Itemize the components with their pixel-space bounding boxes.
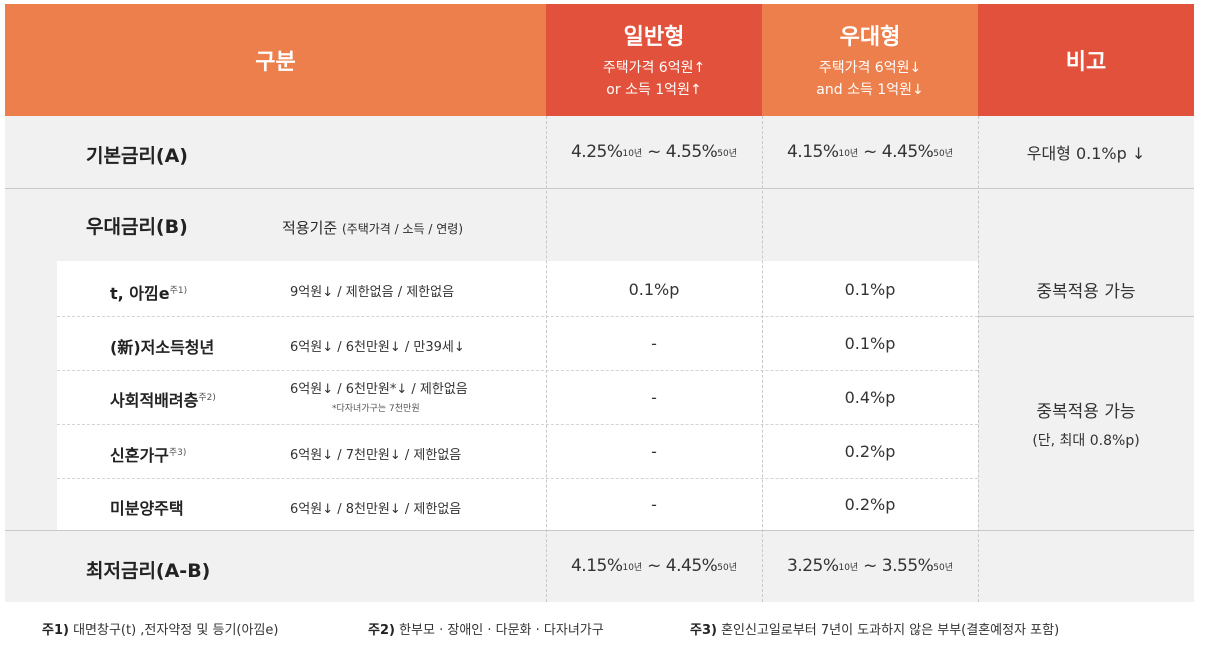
pref-note-2-line1: 중복적용 가능 bbox=[1036, 401, 1136, 422]
rate-sep: ~ bbox=[642, 142, 666, 162]
pref-note-1: 중복적용 가능 bbox=[1036, 281, 1136, 302]
base-rate-general: 4.25% 10년 ~ 4.55% 50년 bbox=[546, 116, 762, 188]
row-divider bbox=[57, 316, 978, 317]
pref-row-criteria: 9억원↓ / 제한없음 / 제한없음 bbox=[290, 285, 455, 300]
rate-from-term: 10년 bbox=[838, 562, 859, 573]
pref-row-label-text: 사회적배려층 bbox=[110, 391, 199, 410]
footnote: 주2) 한부모 · 장애인 · 다문화 · 다자녀가구 bbox=[368, 619, 604, 638]
preferential-type-title: 우대형 bbox=[839, 25, 901, 50]
pref-row-label: 신혼가구주3) bbox=[110, 442, 186, 466]
rate-sep: ~ bbox=[858, 142, 882, 162]
header-note: 비고 bbox=[978, 4, 1194, 116]
rate-to-term: 50년 bbox=[933, 148, 954, 159]
pref-row-criteria: 6억원↓ / 7천만원↓ / 제한없음 bbox=[290, 448, 462, 463]
pref-row-criteria: 6억원↓ / 6천만원*↓ / 제한없음 bbox=[290, 382, 468, 397]
footnote-key: 주3) bbox=[690, 623, 717, 638]
pref-row-label: 미분양주택 bbox=[110, 495, 184, 519]
pref-note-2: 중복적용 가능 (단, 최대 0.8%p) bbox=[978, 316, 1194, 530]
pref-row-general: 0.1%p bbox=[628, 279, 680, 299]
criteria-detail: (주택가격 / 소득 / 연령) bbox=[341, 222, 464, 236]
preferential-type-condition-2: and 소득 1억원↓ bbox=[816, 82, 924, 98]
base-rate-preferential: 4.15% 10년 ~ 4.45% 50년 bbox=[762, 116, 978, 188]
rate-from: 3.25% bbox=[786, 556, 839, 576]
pref-row-general: - bbox=[651, 387, 657, 407]
footnote: 주1) 대면창구(t) ,전자약정 및 등기(아낌e) bbox=[42, 619, 278, 638]
rate-to-term: 50년 bbox=[717, 562, 738, 573]
base-rate-note: 우대형 0.1%p ↓ bbox=[1026, 144, 1146, 163]
pref-row-preferential: 0.4%p bbox=[844, 387, 896, 407]
rate-to: 3.55% bbox=[881, 556, 934, 576]
pref-row-preferential: 0.2%p bbox=[844, 441, 896, 461]
header-preferential-type: 우대형 주택가격 6억원↓ and 소득 1억원↓ bbox=[762, 4, 978, 116]
footnote-key: 주1) bbox=[42, 623, 69, 638]
rate-sep: ~ bbox=[642, 556, 666, 576]
pref-row-label: (新)저소득청년 bbox=[110, 334, 214, 358]
header-gubun: 구분 bbox=[5, 4, 546, 116]
header-gubun-label: 구분 bbox=[255, 50, 296, 75]
pref-row-preferential: 0.2%p bbox=[844, 494, 896, 514]
rate-from-term: 10년 bbox=[622, 148, 643, 159]
pref-row-criteria-sub: *다자녀가구는 7천만원 bbox=[332, 404, 420, 414]
pref-rate-label: 우대금리(B) bbox=[86, 216, 188, 238]
rate-sep: ~ bbox=[858, 556, 882, 576]
pref-row-general: - bbox=[651, 333, 657, 353]
footnote-mark: 주3) bbox=[168, 448, 187, 458]
base-rate-label: 기본금리(A) bbox=[86, 145, 188, 167]
pref-note-2-line2: (단, 최대 0.8%p) bbox=[1032, 432, 1140, 449]
pref-row-criteria: 6억원↓ / 6천만원↓ / 만39세↓ bbox=[290, 340, 465, 355]
min-rate-band bbox=[5, 530, 1194, 602]
row-divider bbox=[57, 424, 978, 425]
header-general-type: 일반형 주택가격 6억원↑ or 소득 1억원↑ bbox=[546, 4, 762, 116]
general-type-condition-2: or 소득 1억원↑ bbox=[606, 82, 702, 98]
pref-row-general: - bbox=[651, 441, 657, 461]
rate-from: 4.15% bbox=[570, 556, 623, 576]
column-divider bbox=[546, 116, 547, 602]
footnote-mark: 주1) bbox=[169, 286, 188, 296]
footnote-key: 주2) bbox=[368, 623, 395, 638]
pref-row-label-text: t, 아낌e bbox=[110, 284, 170, 303]
footnote-text: 한부모 · 장애인 · 다문화 · 다자녀가구 bbox=[394, 623, 604, 638]
pref-row-criteria: 6억원↓ / 8천만원↓ / 제한없음 bbox=[290, 502, 462, 517]
criteria-title-text: 적용기준 bbox=[282, 219, 338, 237]
rate-from: 4.25% bbox=[570, 142, 623, 162]
rate-to: 4.55% bbox=[665, 142, 718, 162]
pref-row-label: t, 아낌e주1) bbox=[110, 280, 187, 304]
criteria-title: 적용기준 (주택가격 / 소득 / 연령) bbox=[282, 217, 463, 238]
footnote-mark: 주2) bbox=[198, 393, 216, 403]
footnote-text: 혼인신고일로부터 7년이 도과하지 않은 부부(결혼예정자 포함) bbox=[716, 623, 1060, 638]
rate-to-term: 50년 bbox=[933, 562, 954, 573]
min-rate-label: 최저금리(A-B) bbox=[86, 560, 211, 582]
pref-rate-rows-area bbox=[57, 261, 978, 530]
min-rate-general: 4.15% 10년 ~ 4.45% 50년 bbox=[546, 530, 762, 602]
general-type-title: 일반형 bbox=[623, 25, 685, 50]
preferential-type-condition-1: 주택가격 6억원↓ bbox=[818, 60, 922, 76]
min-rate-preferential: 3.25% 10년 ~ 3.55% 50년 bbox=[762, 530, 978, 602]
column-divider bbox=[762, 116, 763, 602]
header-note-label: 비고 bbox=[1065, 50, 1107, 75]
rate-to: 4.45% bbox=[665, 556, 718, 576]
divider-line bbox=[978, 316, 1194, 317]
pref-row-preferential: 0.1%p bbox=[844, 333, 896, 353]
row-divider bbox=[57, 478, 978, 479]
base-rate-band bbox=[5, 116, 1194, 188]
general-type-condition-1: 주택가격 6억원↑ bbox=[602, 60, 706, 76]
pref-row-general: - bbox=[651, 494, 657, 514]
pref-row-label-text: (新)저소득청년 bbox=[110, 338, 215, 357]
pref-row-preferential: 0.1%p bbox=[844, 279, 896, 299]
pref-row-label: 사회적배려층주2) bbox=[110, 387, 216, 411]
divider-line bbox=[5, 188, 1194, 189]
row-divider bbox=[57, 370, 978, 371]
rate-from: 4.15% bbox=[786, 142, 839, 162]
column-divider bbox=[978, 116, 979, 602]
rate-from-term: 10년 bbox=[622, 562, 643, 573]
footnote-text: 대면창구(t) ,전자약정 및 등기(아낌e) bbox=[68, 623, 279, 638]
pref-row-label-text: 미분양주택 bbox=[110, 499, 184, 518]
rate-from-term: 10년 bbox=[838, 148, 859, 159]
rate-to: 4.45% bbox=[881, 142, 934, 162]
divider-line bbox=[5, 530, 1194, 531]
footnote: 주3) 혼인신고일로부터 7년이 도과하지 않은 부부(결혼예정자 포함) bbox=[690, 619, 1059, 638]
rate-to-term: 50년 bbox=[717, 148, 738, 159]
pref-row-label-text: 신혼가구 bbox=[110, 446, 169, 465]
